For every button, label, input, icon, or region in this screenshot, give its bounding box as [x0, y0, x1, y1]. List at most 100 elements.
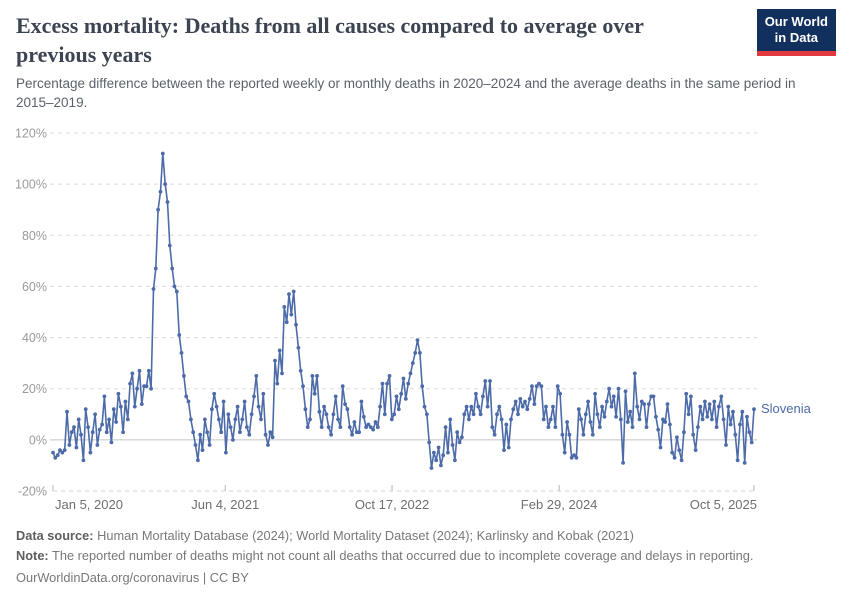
- data-point: [389, 417, 394, 422]
- data-point: [689, 394, 693, 399]
- data-source-text: Human Mortality Database (2024); World M…: [97, 528, 634, 543]
- data-point: [656, 427, 661, 432]
- attribution-line: OurWorldinData.org/coronavirus | CC BY: [16, 570, 836, 585]
- data-point: [602, 414, 607, 419]
- data-point: [707, 402, 712, 406]
- data-point: [235, 404, 240, 409]
- data-point: [261, 391, 266, 396]
- data-point: [717, 404, 721, 409]
- data-point: [434, 458, 439, 463]
- data-point: [392, 412, 397, 417]
- data-point: [137, 368, 142, 373]
- data-point: [186, 399, 191, 404]
- data-point: [221, 399, 226, 404]
- data-point: [696, 425, 700, 429]
- data-point: [97, 427, 102, 432]
- data-point: [460, 435, 464, 440]
- data-point: [182, 374, 186, 378]
- data-point: [287, 292, 291, 296]
- data-point: [513, 399, 518, 404]
- data-point: [567, 432, 572, 437]
- data-point: [635, 404, 640, 409]
- data-point: [455, 430, 460, 435]
- data-point: [51, 450, 55, 455]
- data-point: [719, 394, 724, 399]
- data-point: [406, 381, 411, 386]
- data-point: [210, 407, 214, 412]
- data-point: [410, 361, 415, 365]
- data-point: [375, 425, 380, 429]
- data-point: [703, 399, 707, 404]
- data-point: [60, 450, 65, 455]
- data-point: [151, 287, 156, 291]
- x-axis-tick-label: Jun 4, 2021: [191, 497, 259, 512]
- data-point: [319, 425, 324, 429]
- data-point: [329, 432, 333, 437]
- data-point: [403, 397, 408, 401]
- data-point: [453, 458, 457, 463]
- x-axis-tick-label: Feb 29, 2024: [521, 497, 598, 512]
- data-point: [214, 404, 219, 409]
- data-point: [277, 348, 282, 353]
- data-point: [427, 440, 432, 445]
- data-point: [516, 412, 520, 417]
- data-point: [558, 391, 562, 396]
- data-point: [156, 207, 161, 212]
- data-point: [675, 435, 679, 440]
- data-point: [207, 443, 212, 447]
- data-point: [200, 448, 205, 452]
- data-point: [378, 404, 382, 409]
- data-point: [663, 420, 668, 424]
- data-point: [55, 453, 60, 458]
- data-point: [315, 374, 319, 378]
- data-point: [583, 412, 588, 417]
- data-point: [432, 450, 436, 455]
- data-source-line: Data source: Human Mortality Database (2…: [16, 528, 836, 543]
- data-point: [425, 412, 429, 417]
- data-point: [630, 425, 635, 429]
- data-point: [368, 425, 373, 429]
- data-point: [163, 182, 168, 187]
- owid-url-link[interactable]: OurWorldinData.org/coronavirus: [16, 570, 200, 585]
- data-point: [308, 417, 312, 422]
- x-axis-tick-label: Oct 17, 2022: [355, 497, 429, 512]
- data-point: [418, 351, 422, 355]
- data-point: [165, 200, 170, 204]
- data-point: [665, 402, 670, 406]
- data-point: [74, 445, 79, 450]
- data-point: [604, 399, 609, 404]
- data-point: [326, 425, 331, 429]
- data-point: [628, 409, 633, 414]
- data-point: [735, 458, 740, 463]
- data-point: [116, 391, 121, 396]
- data-point: [385, 381, 389, 386]
- data-point: [198, 432, 203, 437]
- note-label: Note:: [16, 548, 49, 563]
- data-point: [539, 384, 544, 389]
- data-point: [139, 402, 144, 406]
- data-point: [291, 289, 296, 294]
- data-point: [371, 427, 375, 432]
- owid-logo-line2: in Data: [774, 30, 819, 46]
- data-point: [684, 391, 689, 396]
- y-axis-tick-label: 80%: [22, 229, 47, 243]
- data-point: [270, 435, 275, 440]
- data-point: [364, 425, 368, 429]
- data-point: [88, 450, 93, 455]
- data-point: [231, 438, 235, 442]
- data-point: [738, 422, 742, 427]
- data-point: [413, 351, 418, 355]
- data-point: [705, 414, 710, 419]
- data-point: [289, 312, 294, 317]
- data-point: [275, 381, 280, 386]
- data-point: [691, 432, 696, 437]
- data-point: [579, 417, 583, 422]
- data-point: [618, 417, 623, 422]
- data-point: [469, 404, 474, 409]
- y-axis-tick-label: 100%: [15, 178, 47, 192]
- data-point: [555, 384, 560, 389]
- data-point: [682, 430, 686, 435]
- data-point: [441, 453, 446, 458]
- data-point: [495, 412, 499, 417]
- data-point: [256, 404, 261, 409]
